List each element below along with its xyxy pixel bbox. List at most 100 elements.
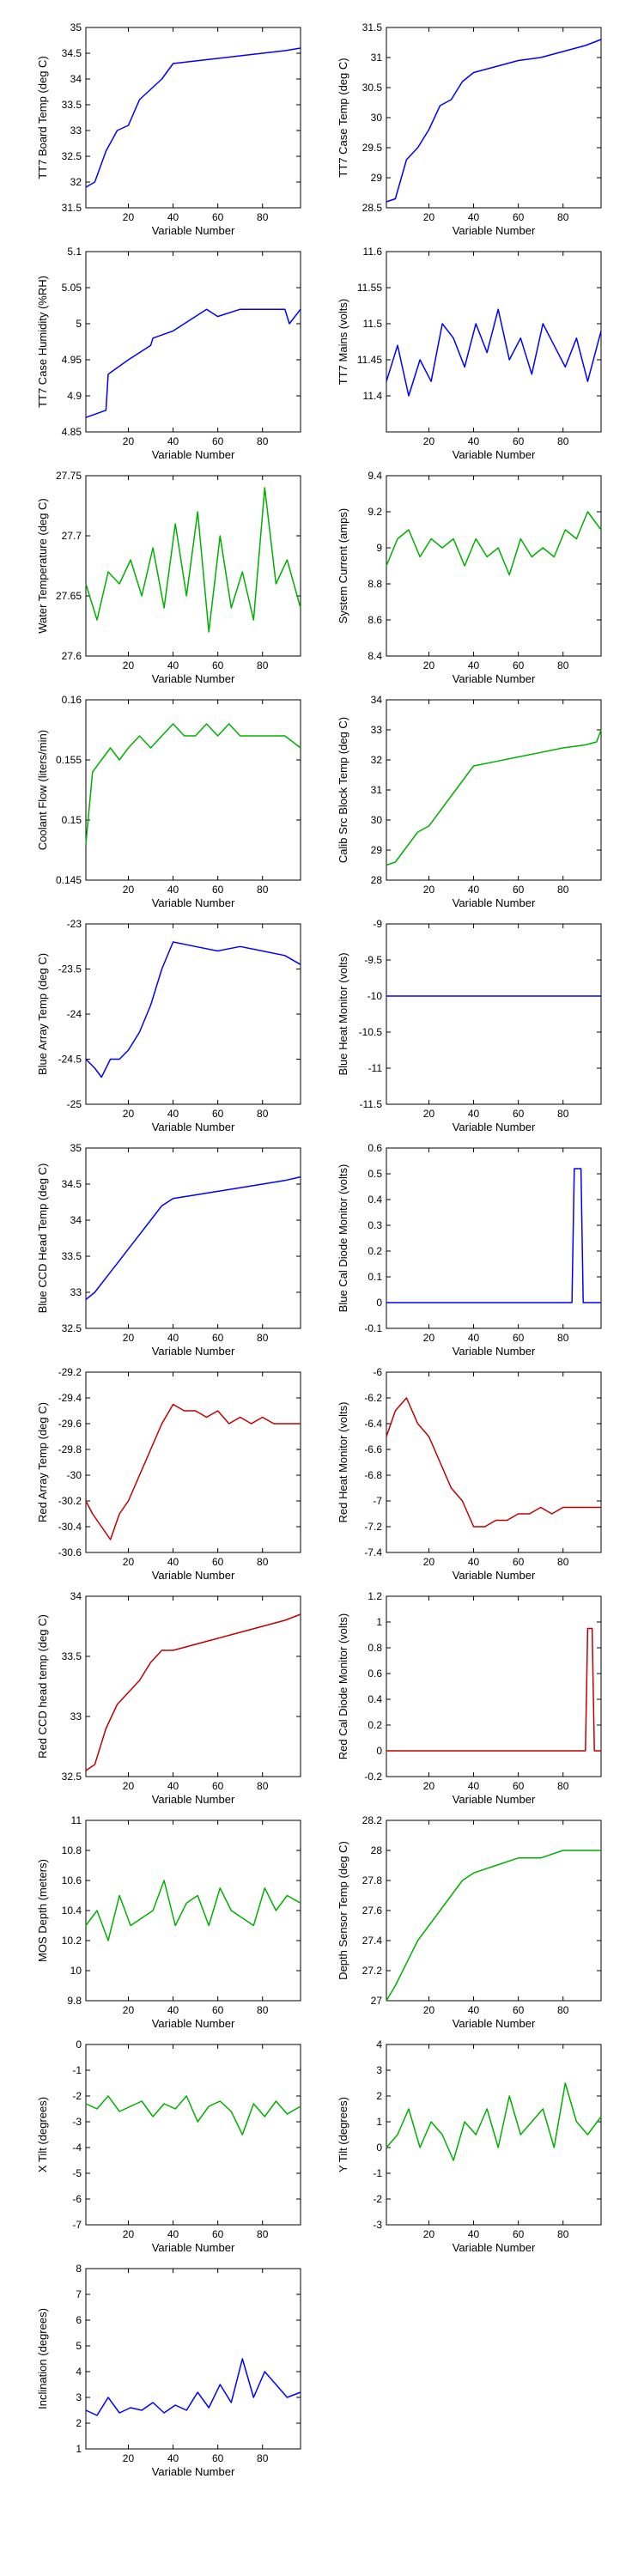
x-axis-label: Variable Number (152, 896, 235, 909)
y-tick-label: -24 (67, 1008, 82, 1020)
y-tick-label: 10.6 (62, 1874, 82, 1886)
x-tick-label: 20 (423, 659, 435, 671)
series-line (85, 2358, 301, 2416)
y-axis-label: TT7 Case Humidity (%RH) (36, 276, 49, 408)
x-tick-label: 80 (257, 1108, 269, 1120)
y-tick-label: 10 (70, 1965, 82, 1977)
y-tick-label: -30.2 (58, 1495, 82, 1507)
axes-frame (85, 475, 301, 657)
y-tick-label: 1.2 (368, 1590, 382, 1602)
x-tick-label: 40 (167, 1332, 179, 1344)
y-tick-label: 0.145 (56, 874, 82, 886)
x-tick-label: 40 (167, 659, 179, 671)
y-tick-label: 10.2 (62, 1935, 82, 1947)
y-tick-label: 33 (371, 724, 383, 736)
chart-8: 20 40 60 80 28 29 30 31 32 33 34 Variable Number Cal… (337, 694, 602, 909)
series-line (85, 308, 301, 418)
y-tick-label: 34 (70, 1214, 82, 1226)
y-tick-label: 11.6 (363, 246, 383, 258)
y-tick-label: 11.55 (357, 282, 382, 294)
y-tick-label: 27.6 (62, 650, 82, 662)
y-tick-label: 28.5 (362, 202, 383, 214)
x-axis-label: Variable Number (152, 1569, 235, 1582)
y-tick-label: 11.45 (357, 354, 382, 366)
x-tick-label: 80 (257, 1556, 269, 1568)
x-tick-label: 20 (423, 884, 435, 896)
y-tick-label: 9.4 (368, 470, 382, 482)
x-tick-label: 60 (513, 211, 525, 223)
y-tick-label: 27.6 (362, 1905, 383, 1917)
chart-13: 20 40 60 80 -30.6 -30.4 -30.2 -30 -29.8 -29.6 -29.… (36, 1366, 301, 1582)
x-tick-label: 80 (557, 211, 569, 223)
x-axis-label: Variable Number (453, 672, 536, 685)
y-axis-label: Inclination (degrees) (36, 2308, 49, 2409)
y-tick-label: 27.8 (362, 1874, 383, 1886)
x-tick-label: 40 (468, 2004, 480, 2016)
chart-2: 20 40 60 80 28.5 29 29.5 30 30.5 31 31.5 Variable N… (337, 21, 602, 237)
y-axis-label: TT7 Mains (volts) (337, 299, 349, 385)
series-line (386, 1627, 601, 1752)
x-tick-label: 20 (123, 659, 135, 671)
chart-6: 20 40 60 80 8.4 8.6 8.8 9 9.2 9.4 Variable Number S… (337, 470, 602, 685)
y-tick-label: 31 (371, 52, 383, 64)
axes-frame (386, 251, 602, 433)
y-tick-label: 9.2 (368, 506, 382, 518)
axes-frame (85, 2044, 301, 2226)
y-tick-label: 0.2 (368, 1719, 382, 1731)
y-tick-label: 0.16 (62, 694, 82, 706)
y-tick-label: 33 (70, 1286, 82, 1298)
y-tick-label: 33 (70, 125, 82, 137)
y-tick-label: 28.2 (362, 1814, 383, 1826)
y-tick-label: -30.6 (58, 1546, 82, 1558)
series-line (85, 487, 301, 633)
axes-frame (85, 699, 301, 881)
x-tick-label: 80 (557, 1108, 569, 1120)
x-tick-label: 40 (167, 2228, 179, 2240)
y-tick-label: -4 (72, 2142, 82, 2154)
x-tick-label: 60 (212, 1332, 224, 1344)
y-tick-label: 0 (376, 1297, 382, 1309)
axes-frame (85, 27, 301, 209)
y-tick-label: 1 (376, 2116, 382, 2128)
x-tick-label: 40 (167, 1108, 179, 1120)
y-tick-label: 33 (70, 1710, 82, 1722)
y-tick-label: 0.6 (368, 1668, 382, 1680)
series-line (85, 47, 301, 188)
y-tick-label: 30.5 (362, 82, 383, 94)
x-tick-label: 60 (513, 884, 525, 896)
y-tick-label: 4 (76, 2366, 82, 2378)
y-tick-label: -3 (373, 2219, 382, 2231)
y-tick-label: -10 (368, 990, 383, 1002)
x-tick-label: 60 (212, 1108, 224, 1120)
axes-frame (386, 923, 602, 1105)
x-tick-label: 80 (557, 1332, 569, 1344)
x-axis-label: Variable Number (152, 1793, 235, 1806)
y-tick-label: 34 (70, 1590, 82, 1602)
y-tick-label: -24.5 (58, 1054, 82, 1066)
series-line (386, 729, 602, 866)
x-tick-label: 60 (513, 2228, 525, 2240)
y-tick-label: 9.8 (67, 1995, 82, 2007)
y-tick-label: 0 (376, 1745, 382, 1757)
x-axis-label: Variable Number (453, 224, 536, 237)
y-axis-label: Blue Array Temp (deg C) (36, 953, 49, 1075)
y-tick-label: 4 (376, 2038, 382, 2050)
y-tick-label: -6.2 (364, 1392, 382, 1404)
x-axis-label: Variable Number (152, 2465, 235, 2478)
y-tick-label: 28 (371, 1844, 383, 1856)
y-tick-label: 35 (70, 21, 82, 33)
y-tick-label: -30 (67, 1469, 82, 1481)
x-tick-label: 20 (423, 1556, 435, 1568)
x-tick-label: 60 (513, 659, 525, 671)
x-axis-label: Variable Number (152, 1345, 235, 1358)
x-tick-label: 40 (468, 211, 480, 223)
x-tick-label: 20 (123, 1332, 135, 1344)
chart-16: 20 40 60 80 -0.2 0 0.2 0.4 0.6 0.8 1 1.2 Variable Nu… (337, 1590, 602, 1806)
y-tick-label: 2 (376, 2090, 382, 2102)
y-tick-label: 8.6 (368, 614, 382, 626)
y-tick-label: -29.2 (58, 1366, 82, 1378)
y-tick-label: 34 (371, 694, 383, 706)
y-tick-label: 30 (371, 112, 383, 124)
y-tick-label: -7.4 (364, 1546, 382, 1558)
x-tick-label: 80 (257, 659, 269, 671)
